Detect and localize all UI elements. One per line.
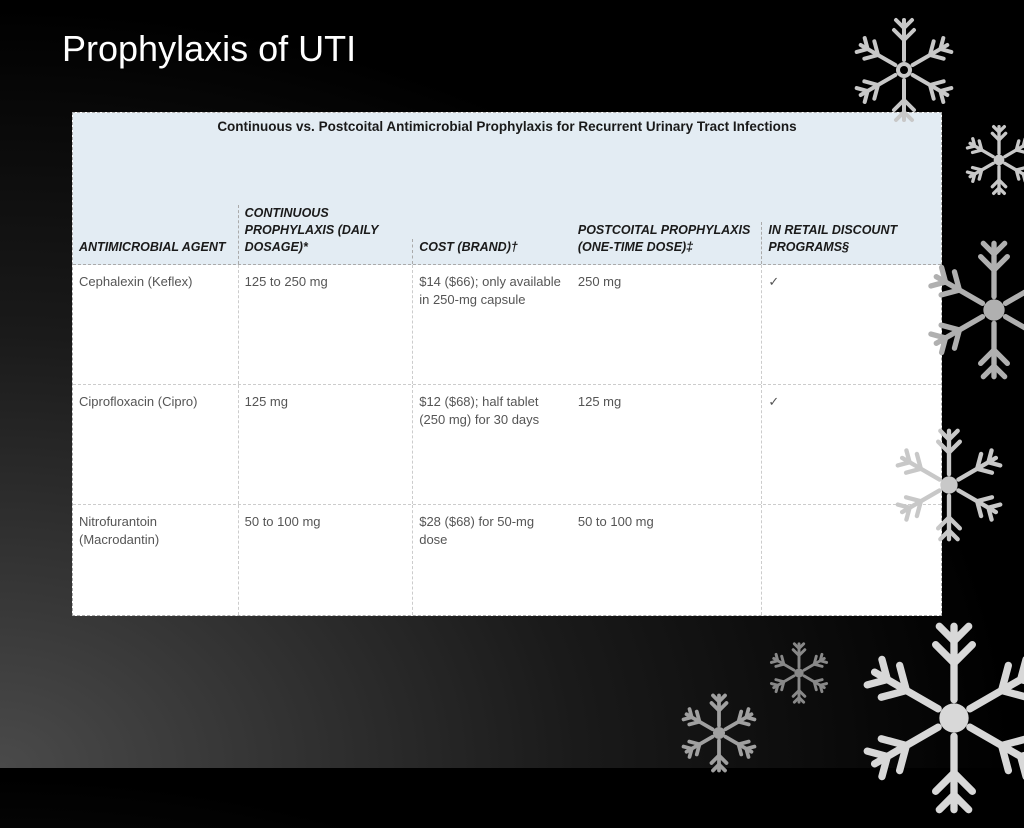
cell-retail: ✓ xyxy=(761,385,941,504)
snowflake-icon xyxy=(959,120,1024,200)
col-cost: COST (BRAND)† xyxy=(412,239,572,264)
cell-agent: Ciprofloxacin (Cipro) xyxy=(73,385,238,504)
cell-continuous: 125 mg xyxy=(238,385,413,504)
table-caption: Continuous vs. Postcoital Antimicrobial … xyxy=(73,113,941,136)
table-row: Ciprofloxacin (Cipro) 125 mg $12 ($68); … xyxy=(73,385,941,505)
table-header: Continuous vs. Postcoital Antimicrobial … xyxy=(73,113,941,265)
cell-retail: ✓ xyxy=(761,265,941,384)
snowflake-icon xyxy=(764,638,834,708)
cell-continuous: 50 to 100 mg xyxy=(238,505,413,615)
cell-cost: $14 ($66); only available in 250-mg caps… xyxy=(412,265,572,384)
prophylaxis-table: Continuous vs. Postcoital Antimicrobial … xyxy=(72,112,942,616)
col-postcoital: POSTCOITAL PROPHYLAXIS (ONE-TIME DOSE)‡ xyxy=(572,222,762,264)
table-row: Cephalexin (Keflex) 125 to 250 mg $14 ($… xyxy=(73,265,941,385)
cell-postcoital: 50 to 100 mg xyxy=(572,505,762,615)
cell-continuous: 125 to 250 mg xyxy=(238,265,413,384)
cell-cost: $28 ($68) for 50-mg dose xyxy=(412,505,572,615)
col-agent: ANTIMICROBIAL AGENT xyxy=(73,239,238,264)
slide-title: Prophylaxis of UTI xyxy=(0,0,1024,70)
snowflake-icon xyxy=(844,608,1024,828)
cell-retail xyxy=(761,505,941,615)
cell-agent: Nitrofurantoin (Macrodantin) xyxy=(73,505,238,615)
cell-postcoital: 125 mg xyxy=(572,385,762,504)
cell-cost: $12 ($68); half tablet (250 mg) for 30 d… xyxy=(412,385,572,504)
col-continuous: CONTINUOUS PROPHYLAXIS (DAILY DOSAGE)* xyxy=(238,205,413,264)
col-retail: IN RETAIL DISCOUNT PROGRAMS§ xyxy=(761,222,941,264)
cell-agent: Cephalexin (Keflex) xyxy=(73,265,238,384)
table-row: Nitrofurantoin (Macrodantin) 50 to 100 m… xyxy=(73,505,941,615)
column-headers: ANTIMICROBIAL AGENT CONTINUOUS PROPHYLAX… xyxy=(73,136,941,264)
snowflake-icon xyxy=(674,688,764,778)
cell-postcoital: 250 mg xyxy=(572,265,762,384)
